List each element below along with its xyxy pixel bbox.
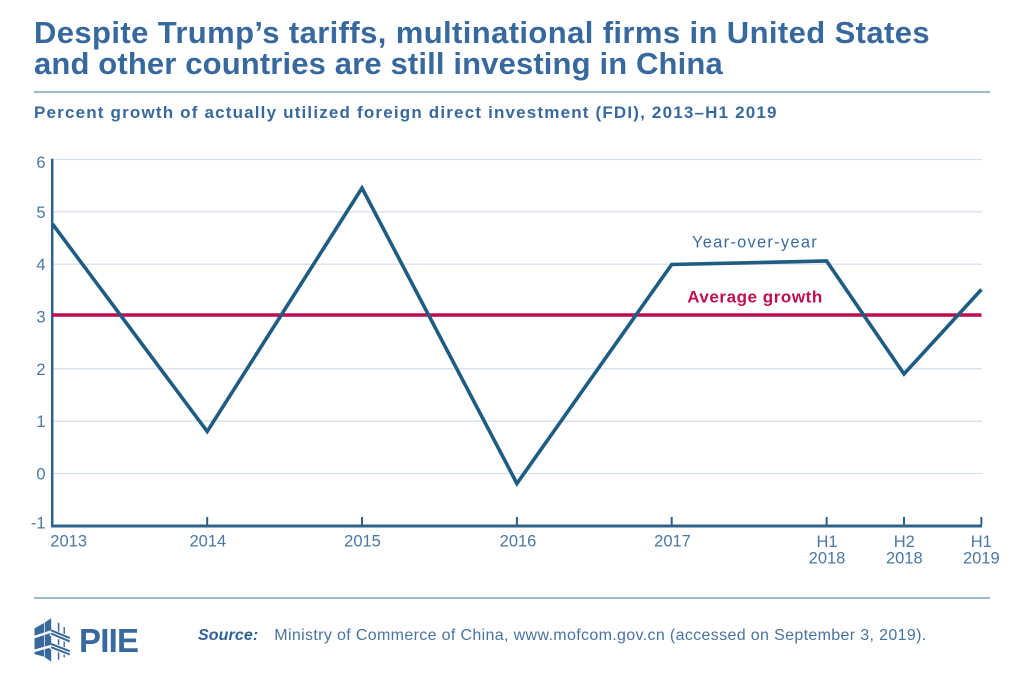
svg-text:6: 6 bbox=[36, 154, 45, 172]
svg-text:Average growth: Average growth bbox=[687, 288, 823, 307]
svg-text:2018: 2018 bbox=[809, 550, 846, 568]
svg-text:Year-over-year: Year-over-year bbox=[692, 234, 818, 252]
svg-text:2017: 2017 bbox=[654, 532, 691, 550]
svg-text:H1: H1 bbox=[971, 533, 992, 551]
svg-text:2016: 2016 bbox=[500, 532, 537, 550]
svg-text:-1: -1 bbox=[31, 515, 46, 533]
svg-text:4: 4 bbox=[36, 256, 45, 274]
svg-text:3: 3 bbox=[36, 309, 45, 327]
svg-text:H2: H2 bbox=[894, 533, 915, 551]
svg-text:2018: 2018 bbox=[886, 550, 923, 568]
svg-text:2014: 2014 bbox=[189, 532, 226, 550]
svg-text:2: 2 bbox=[36, 361, 45, 379]
svg-text:1: 1 bbox=[36, 413, 45, 431]
svg-text:2015: 2015 bbox=[344, 532, 381, 550]
svg-text:H1: H1 bbox=[816, 533, 837, 551]
svg-text:2019: 2019 bbox=[963, 550, 1000, 568]
svg-text:0: 0 bbox=[36, 466, 45, 484]
svg-text:5: 5 bbox=[36, 204, 45, 222]
svg-text:2013: 2013 bbox=[50, 532, 87, 550]
